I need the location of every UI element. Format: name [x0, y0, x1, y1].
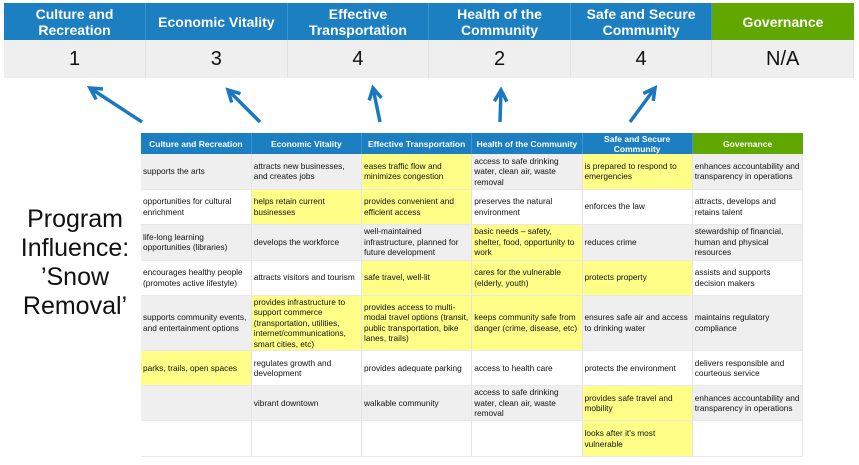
summary-score-economic-vitality: 3 — [145, 40, 288, 78]
table-cell: enhances accountability and transparency… — [692, 385, 804, 421]
table-cell: supports community events, and entertain… — [141, 295, 252, 351]
table-cell: stewardship of financial, human and phys… — [692, 224, 804, 261]
table-cell: enhances accountability and transparency… — [692, 154, 804, 190]
summary-header-effective-transportation: Effective Transportation — [287, 3, 430, 40]
detail-header-health-of-the-community: Health of the Community — [471, 133, 583, 154]
arrow-up-icon — [86, 86, 143, 124]
table-cell: supports the arts — [141, 154, 252, 190]
table-cell: well-maintained infrastructure, planned … — [361, 224, 473, 261]
table-row: looks after it's most vulnerable — [141, 420, 804, 457]
summary-score-health-of-the-community: 2 — [428, 40, 571, 78]
table-row: vibrant downtown walkable community access… — [141, 385, 804, 421]
table-cell: safe travel, well-lit — [361, 260, 473, 296]
table-cell: provides convenient and efficient access — [361, 189, 473, 225]
table-cell: protects property — [582, 260, 693, 296]
table-row: life-long learning opportunities (librar… — [141, 224, 804, 261]
program-influence-label: Program Influence: ’Snow Removal’ — [20, 205, 130, 320]
summary-header-health-of-the-community: Health of the Community — [428, 3, 571, 40]
summary-score-governance: N/A — [711, 40, 854, 78]
arrow-up-icon — [628, 85, 658, 124]
table-cell: attracts visitors and tourism — [251, 260, 363, 296]
table-cell: delivers responsible and courteous servi… — [692, 350, 804, 386]
table-cell: develops the workforce — [251, 224, 363, 261]
table-cell — [361, 420, 473, 457]
summary-score-effective-transportation: 4 — [287, 40, 430, 78]
arrow-up-icon — [367, 84, 383, 123]
arrow-up-icon — [492, 86, 509, 123]
table-row: encourages healthy people (promotes acti… — [141, 260, 804, 296]
table-cell: maintains regulatory compliance — [692, 295, 804, 351]
table-cell: protects the environment — [582, 350, 693, 386]
table-cell: cares for the vulnerable (elderly, youth… — [471, 260, 583, 296]
table-cell: ensures safe air and access to drinking … — [582, 295, 693, 351]
table-cell: provides access to multi-modal travel op… — [361, 295, 473, 351]
detail-header-effective-transportation: Effective Transportation — [361, 133, 473, 154]
detail-header-safe-and-secure-community: Safe and Secure Community — [582, 133, 693, 154]
table-cell: enforces the law — [582, 189, 693, 225]
detail-header-economic-vitality: Economic Vitality — [251, 133, 363, 154]
table-cell: attracts new businesses, and creates job… — [251, 154, 363, 190]
table-cell: eases traffic flow and minimizes congest… — [361, 154, 473, 190]
table-cell — [141, 420, 252, 457]
table-cell: parks, trails, open spaces — [141, 350, 252, 386]
outcomes-detail-table: Culture and Recreation Economic Vitality E… — [141, 133, 804, 457]
table-cell: life-long learning opportunities (librar… — [141, 224, 252, 261]
table-cell: encourages healthy people (promotes acti… — [141, 260, 252, 296]
summary-header-economic-vitality: Economic Vitality — [145, 3, 288, 40]
table-cell: provides infrastructure to support comme… — [251, 295, 363, 351]
table-cell — [251, 420, 363, 457]
detail-header-culture-and-recreation: Culture and Recreation — [141, 133, 252, 154]
table-cell: basic needs – safety, shelter, food, opp… — [471, 224, 583, 261]
table-cell: is prepared to respond to emergencies — [582, 154, 693, 190]
summary-score-table: Culture and Recreation Economic Vitality E… — [4, 3, 854, 78]
table-cell: preserves the natural environment — [471, 189, 583, 225]
table-cell: access to safe drinking water, clean air… — [471, 154, 583, 190]
summary-header-governance: Governance — [711, 3, 854, 40]
table-cell: vibrant downtown — [251, 385, 363, 421]
table-cell — [692, 420, 804, 457]
table-cell: access to health care — [471, 350, 583, 386]
table-cell — [471, 420, 583, 457]
table-cell: assists and supports decision makers — [692, 260, 804, 296]
table-cell: provides adequate parking — [361, 350, 473, 386]
detail-header-governance: Governance — [692, 133, 803, 154]
table-row: supports the arts attracts new businesses… — [141, 154, 804, 190]
summary-score-culture-and-recreation: 1 — [4, 40, 147, 78]
table-cell: regulates growth and development — [251, 350, 363, 386]
table-cell: reduces crime — [582, 224, 693, 261]
arrow-up-icon — [225, 87, 262, 124]
table-cell: helps retain current businesses — [251, 189, 363, 225]
table-row: parks, trails, open spaces regulates grow… — [141, 350, 804, 386]
table-cell: access to safe drinking water, clean air… — [471, 385, 583, 421]
summary-header-safe-and-secure-community: Safe and Secure Community — [570, 3, 713, 40]
table-cell — [141, 385, 252, 421]
summary-header-culture-and-recreation: Culture and Recreation — [4, 3, 147, 40]
table-cell: opportunities for cultural enrichment — [141, 189, 252, 225]
summary-score-safe-and-secure-community: 4 — [570, 40, 713, 78]
table-cell: attracts, develops and retains talent — [692, 189, 804, 225]
table-row: opportunities for cultural enrichment hel… — [141, 189, 804, 225]
table-cell: looks after it's most vulnerable — [582, 420, 693, 457]
table-cell: keeps community safe from danger (crime,… — [471, 295, 583, 351]
table-cell: walkable community — [361, 385, 473, 421]
table-row: supports community events, and entertain… — [141, 295, 804, 351]
table-cell: provides safe travel and mobility — [582, 385, 693, 421]
